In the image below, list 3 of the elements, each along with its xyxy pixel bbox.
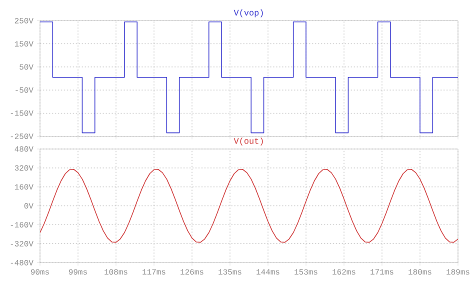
chart-title: V(out) (234, 138, 263, 146)
chart-title: V(vop) (234, 9, 263, 18)
line-series (40, 168, 458, 243)
